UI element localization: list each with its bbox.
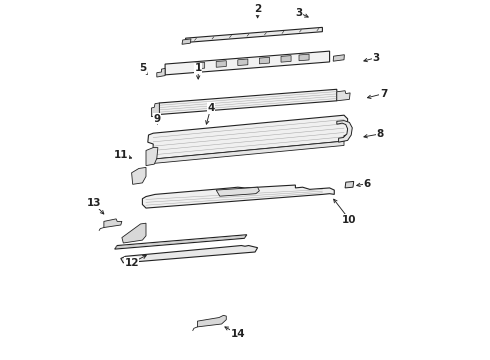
Text: 14: 14 xyxy=(230,329,245,339)
Polygon shape xyxy=(165,51,330,75)
Text: 13: 13 xyxy=(87,198,101,208)
Text: 6: 6 xyxy=(364,179,371,189)
Text: 2: 2 xyxy=(254,4,261,14)
Polygon shape xyxy=(121,246,258,263)
Polygon shape xyxy=(182,39,191,44)
Text: 12: 12 xyxy=(124,258,139,268)
Polygon shape xyxy=(337,91,350,101)
Polygon shape xyxy=(104,219,122,228)
Polygon shape xyxy=(337,121,352,142)
Polygon shape xyxy=(333,55,344,61)
Text: 1: 1 xyxy=(195,63,202,73)
Polygon shape xyxy=(122,223,146,243)
Text: 10: 10 xyxy=(342,215,357,225)
Text: 5: 5 xyxy=(139,63,146,73)
Text: 3: 3 xyxy=(373,53,380,63)
Polygon shape xyxy=(186,27,322,42)
Polygon shape xyxy=(151,103,159,117)
Polygon shape xyxy=(157,68,165,77)
Polygon shape xyxy=(159,89,337,114)
Polygon shape xyxy=(345,181,354,188)
Polygon shape xyxy=(281,55,291,62)
Text: 4: 4 xyxy=(207,103,215,113)
Polygon shape xyxy=(238,59,248,66)
Polygon shape xyxy=(132,167,146,184)
Polygon shape xyxy=(153,141,344,163)
Polygon shape xyxy=(299,54,309,61)
Polygon shape xyxy=(146,148,158,166)
Polygon shape xyxy=(197,315,226,327)
Polygon shape xyxy=(216,61,226,67)
Text: 11: 11 xyxy=(114,150,128,160)
Polygon shape xyxy=(216,187,259,196)
Polygon shape xyxy=(115,235,247,249)
Polygon shape xyxy=(143,185,334,208)
Text: 9: 9 xyxy=(153,114,160,124)
Polygon shape xyxy=(195,62,205,69)
Polygon shape xyxy=(259,57,270,64)
Text: 7: 7 xyxy=(380,89,387,99)
Text: 3: 3 xyxy=(295,8,303,18)
Text: 8: 8 xyxy=(376,129,384,139)
Polygon shape xyxy=(148,115,347,159)
